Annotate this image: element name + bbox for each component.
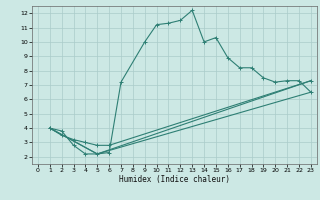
X-axis label: Humidex (Indice chaleur): Humidex (Indice chaleur) (119, 175, 230, 184)
